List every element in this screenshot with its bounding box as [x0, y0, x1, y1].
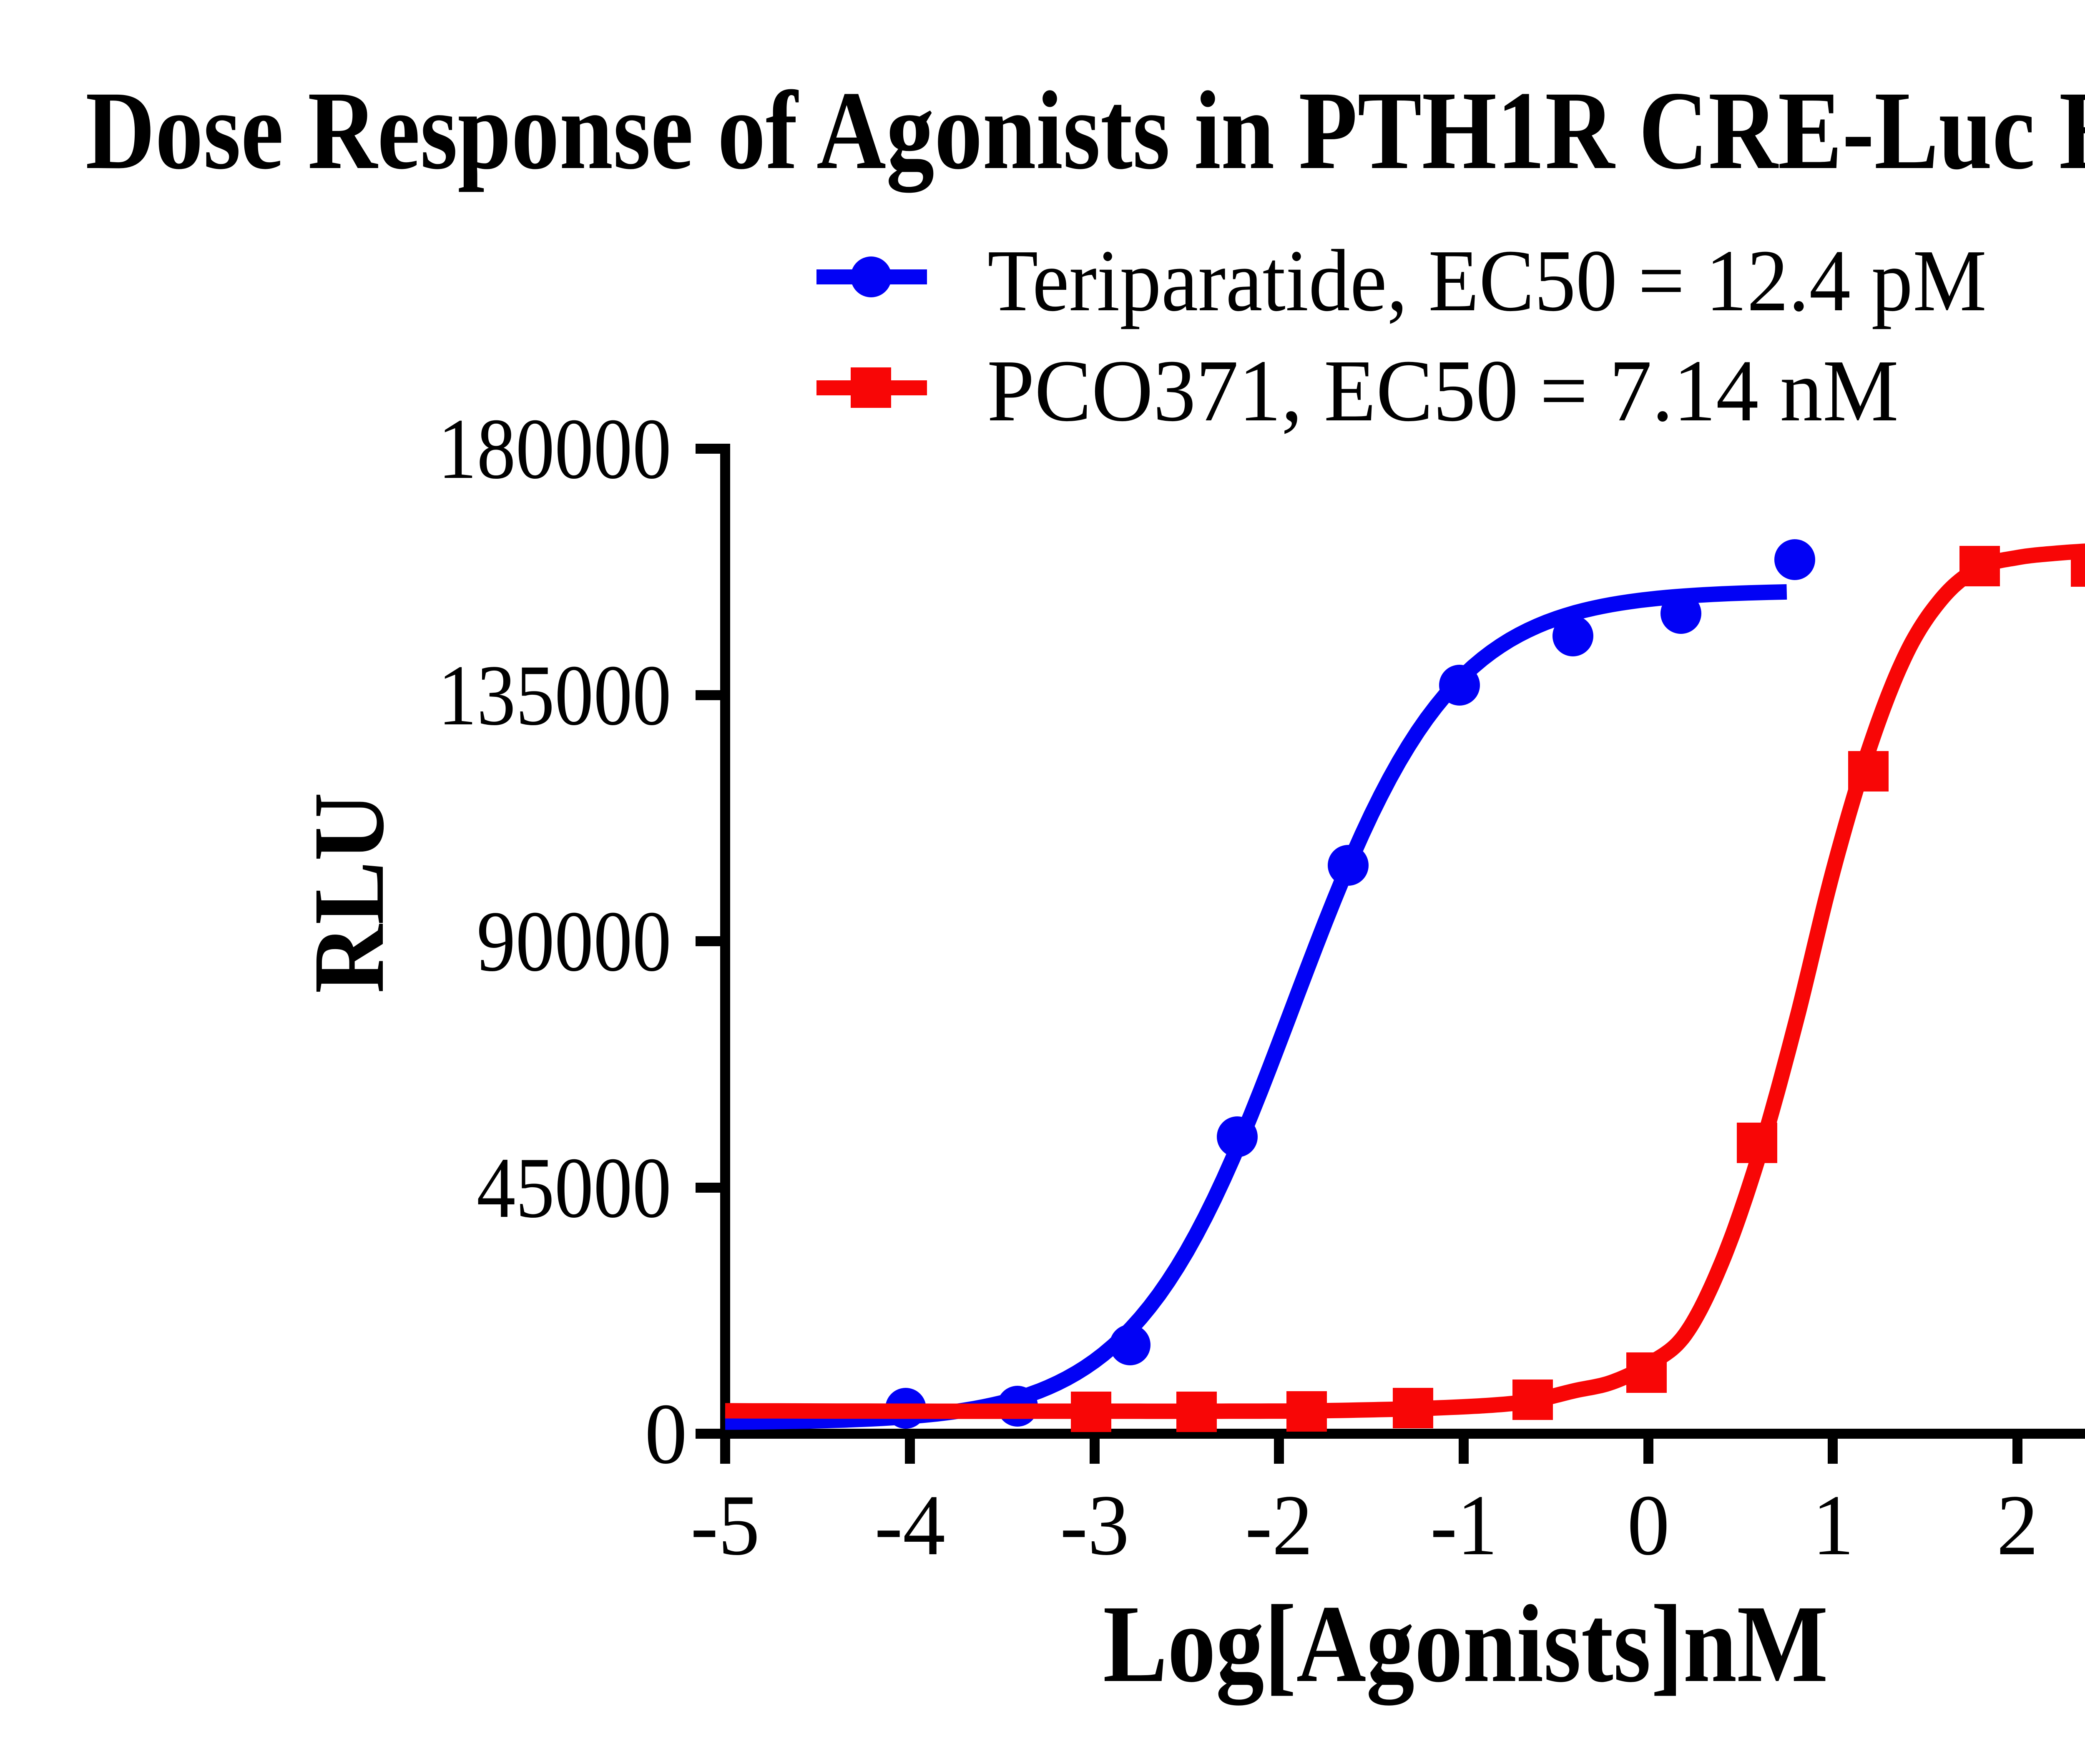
svg-text:2: 2 [1997, 1477, 2038, 1573]
svg-text:180000: 180000 [438, 401, 671, 497]
svg-text:0: 0 [1627, 1477, 1670, 1573]
svg-text:-3: -3 [1060, 1477, 1129, 1573]
svg-text:-4: -4 [874, 1477, 945, 1573]
svg-text:90000: 90000 [477, 893, 671, 989]
svg-text:-2: -2 [1245, 1477, 1313, 1573]
svg-text:RLU: RLU [292, 792, 405, 993]
svg-text:Dose Response of Agonists in P: Dose Response of Agonists in PTH1R CRE-L… [85, 68, 2085, 194]
svg-text:135000: 135000 [438, 647, 671, 743]
svg-text:45000: 45000 [477, 1140, 671, 1236]
svg-text:PCO371, EC50 = 7.14 nM: PCO371, EC50 = 7.14 nM [987, 342, 1899, 440]
svg-text:-1: -1 [1430, 1477, 1497, 1573]
svg-text:0: 0 [645, 1386, 687, 1482]
svg-text:Teriparatide, EC50 = 12.4 pM: Teriparatide, EC50 = 12.4 pM [987, 231, 1987, 329]
svg-text:1: 1 [1812, 1477, 1854, 1573]
svg-text:-5: -5 [691, 1477, 760, 1573]
svg-text:Log[Agonists]nM: Log[Agonists]nM [1103, 1582, 1828, 1707]
